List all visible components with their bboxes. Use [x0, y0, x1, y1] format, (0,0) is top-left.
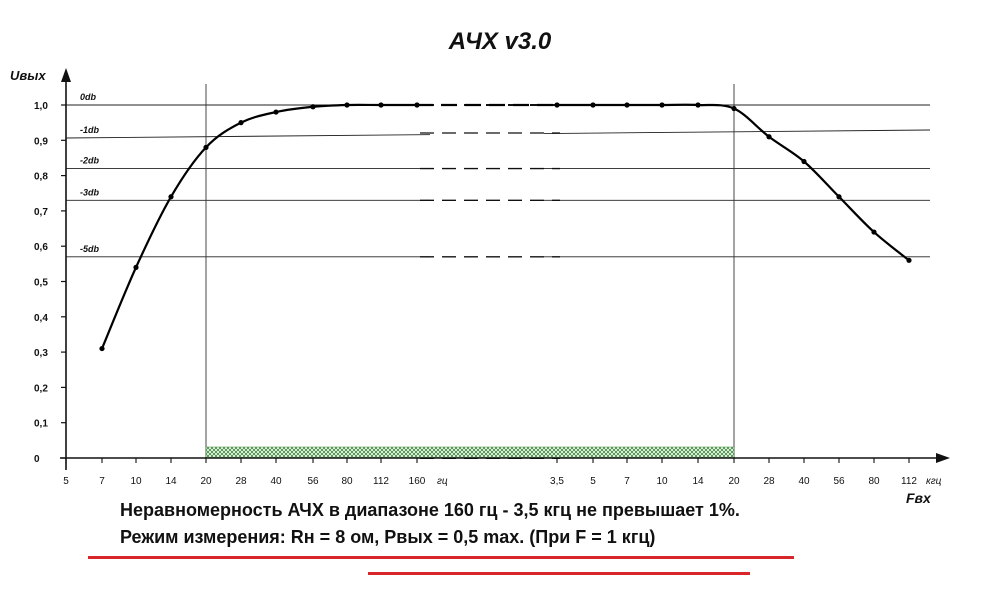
y-axis-label: Uвых: [10, 68, 46, 83]
data-point: [906, 257, 912, 263]
y-axis-arrow: [61, 68, 71, 82]
db-label: -3db: [80, 187, 100, 197]
data-point: [203, 144, 209, 150]
x-tick-label: 160: [409, 476, 426, 487]
y-tick-label: 0,6: [34, 242, 48, 253]
y-tick-label: 0,1: [34, 419, 48, 430]
data-point: [414, 102, 420, 108]
x-tick-label: 40: [798, 476, 810, 487]
data-point: [273, 109, 279, 115]
x-tick-label: 10: [656, 476, 668, 487]
data-point: [99, 345, 105, 352]
x-axis-label: Fвх: [906, 490, 932, 506]
data-point: [624, 102, 630, 108]
db-label: -2db: [80, 156, 100, 166]
response-curve-low: [100, 103, 417, 349]
data-point: [133, 264, 139, 270]
x-tick-label: 14: [165, 476, 177, 487]
data-point: [168, 194, 174, 200]
axis-break-gap: [430, 98, 544, 463]
data-point: [871, 229, 877, 235]
x-tick-label: 112: [901, 476, 917, 487]
note-line-2: Режим измерения: Rн = 8 ом, Pвых = 0,5 m…: [120, 527, 656, 547]
passband-hatch: [205, 446, 735, 459]
x-tick-label: 7: [99, 476, 105, 487]
data-point: [695, 102, 701, 108]
y-tick-label: 0: [34, 454, 40, 465]
x-tick-label: 80: [341, 476, 353, 487]
db-label: -1db: [80, 125, 100, 135]
y-tick-label: 0,9: [34, 136, 48, 147]
data-point: [344, 102, 350, 108]
data-point: [801, 158, 807, 165]
x-unit-label-khz: кгц: [926, 476, 942, 487]
x-tick-label: 56: [307, 476, 319, 487]
data-point: [731, 105, 737, 112]
y-tick-label: 0,5: [34, 278, 48, 289]
x-tick-label: 10: [130, 476, 142, 487]
x-tick-label: 40: [270, 476, 282, 487]
x-tick-label: 28: [763, 476, 775, 487]
note-line-1: Неравномерность АЧХ в диапазоне 160 гц -…: [120, 500, 740, 520]
y-tick-label: 0,7: [34, 207, 48, 218]
x-tick-label: 20: [728, 476, 740, 487]
x-tick-label: 20: [200, 476, 212, 487]
x-tick-label: 56: [833, 476, 845, 487]
x-tick-label: 5: [63, 476, 69, 487]
x-unit-label-hz: гц: [437, 476, 448, 487]
x-tick-label: 80: [868, 476, 880, 487]
red-underline-2: [368, 572, 750, 575]
data-point: [238, 120, 244, 126]
y-tick-label: 0,2: [34, 383, 48, 394]
y-tick-label: 0,8: [34, 172, 48, 183]
data-point: [554, 102, 560, 108]
x-tick-label: 3,5: [550, 476, 564, 487]
x-tick-label: 14: [692, 476, 704, 487]
x-tick-label: 7: [624, 476, 630, 487]
data-point: [310, 104, 316, 110]
x-axis-arrow: [936, 453, 950, 463]
x-tick-label: 28: [235, 476, 247, 487]
chart-title: АЧХ v3.0: [448, 28, 552, 55]
x-tick-label: 5: [590, 476, 596, 487]
db-label: -5db: [80, 244, 100, 254]
y-tick-label: 0,4: [34, 313, 48, 324]
red-underline-1: [88, 556, 794, 559]
db-label: 0db: [80, 92, 97, 102]
response-curve-high: [556, 103, 910, 262]
data-point: [836, 194, 842, 200]
x-tick-label: 112: [373, 476, 389, 487]
y-tick-label: 1,0: [34, 101, 48, 112]
data-point: [659, 102, 665, 108]
data-point: [378, 102, 384, 108]
data-point: [590, 102, 596, 108]
y-tick-label: 0,3: [34, 348, 48, 359]
data-point: [766, 134, 772, 140]
